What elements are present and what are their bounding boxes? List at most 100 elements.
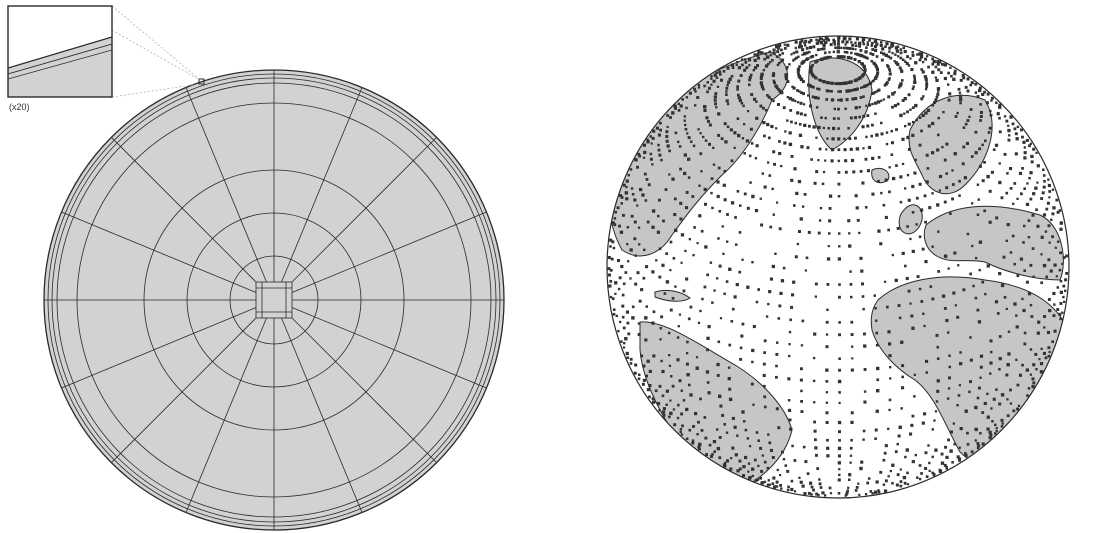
sample-point <box>611 240 615 244</box>
sample-point <box>743 58 747 61</box>
sample-point <box>751 261 754 264</box>
sample-point <box>872 79 875 82</box>
sample-point <box>966 89 970 93</box>
sample-point <box>1023 151 1027 155</box>
sample-point <box>879 43 883 47</box>
sample-point <box>871 102 874 106</box>
sample-point <box>1036 331 1040 335</box>
sample-point <box>974 91 978 94</box>
sample-point <box>906 173 910 177</box>
sample-point <box>838 232 841 235</box>
sample-point <box>763 351 766 354</box>
sample-point <box>991 420 994 423</box>
sample-point <box>824 494 827 497</box>
sample-point <box>1027 387 1031 390</box>
sample-point <box>1020 192 1023 196</box>
sample-point <box>674 131 678 135</box>
spoke-line <box>185 87 267 283</box>
sample-point <box>678 145 682 148</box>
sample-point <box>850 89 853 92</box>
sample-point <box>940 461 945 465</box>
sample-point <box>848 137 852 140</box>
sample-point <box>866 43 869 46</box>
sample-point <box>828 194 833 198</box>
sample-point <box>968 390 971 394</box>
sample-point <box>830 148 835 152</box>
sample-point <box>716 194 720 199</box>
sample-point <box>877 156 881 159</box>
sample-point <box>924 111 928 115</box>
sample-point <box>800 389 803 393</box>
spoke-line <box>291 307 487 389</box>
sample-point <box>873 76 878 80</box>
sample-point <box>652 354 656 358</box>
sample-point <box>649 152 653 156</box>
sample-point <box>722 69 726 73</box>
sample-point <box>901 251 905 255</box>
sample-point <box>941 62 944 66</box>
sample-point <box>659 128 662 132</box>
sample-point <box>1044 356 1048 360</box>
sample-point <box>813 332 817 336</box>
sample-point <box>723 423 726 426</box>
sample-point <box>813 356 816 360</box>
sample-point <box>778 227 782 231</box>
sample-point <box>697 445 701 449</box>
sample-point <box>757 439 760 442</box>
sample-point <box>809 39 813 42</box>
sample-point <box>802 80 805 83</box>
sample-point <box>681 424 684 428</box>
sample-point <box>659 121 662 125</box>
sample-point <box>928 461 931 465</box>
sample-point <box>662 219 665 223</box>
sample-point <box>757 56 760 60</box>
sample-point <box>907 198 911 202</box>
sample-point <box>649 157 653 161</box>
sample-point <box>819 206 823 210</box>
sample-point <box>718 264 722 268</box>
sample-point <box>848 473 852 477</box>
sample-point <box>791 444 794 448</box>
sample-point <box>826 283 830 286</box>
sample-point <box>731 416 735 420</box>
sample-point <box>836 55 840 58</box>
sample-point <box>674 228 678 233</box>
sample-point <box>768 290 772 294</box>
sample-point <box>998 272 1002 276</box>
sample-point <box>891 463 895 467</box>
sample-point <box>678 313 682 316</box>
sample-point <box>864 84 868 88</box>
sample-point <box>715 76 719 79</box>
sample-point <box>798 123 802 126</box>
sample-point <box>863 84 867 88</box>
sample-point <box>845 98 849 102</box>
sample-point <box>957 87 961 91</box>
sample-point <box>626 243 629 246</box>
sample-point <box>825 411 829 415</box>
sample-point <box>634 254 637 257</box>
sample-point <box>1030 160 1034 164</box>
sample-point <box>751 360 754 364</box>
sample-point <box>899 56 903 60</box>
sample-point <box>803 123 807 127</box>
sample-point <box>624 191 628 195</box>
sample-point <box>753 58 757 62</box>
sample-point <box>790 479 794 483</box>
sample-point <box>647 183 651 187</box>
sample-point <box>703 416 707 419</box>
sample-point <box>882 458 886 462</box>
sample-point <box>749 181 752 184</box>
sample-point <box>786 119 789 122</box>
sample-point <box>807 491 811 495</box>
sample-point <box>891 482 894 485</box>
sample-point <box>826 454 830 458</box>
sample-point <box>774 252 777 255</box>
sample-point <box>764 64 769 68</box>
sample-point <box>779 60 782 63</box>
sample-point <box>1014 132 1018 136</box>
sample-point <box>912 85 915 88</box>
sample-point <box>771 187 774 191</box>
sample-point <box>850 41 853 44</box>
sample-point <box>1048 350 1051 354</box>
sample-point <box>1016 125 1020 129</box>
